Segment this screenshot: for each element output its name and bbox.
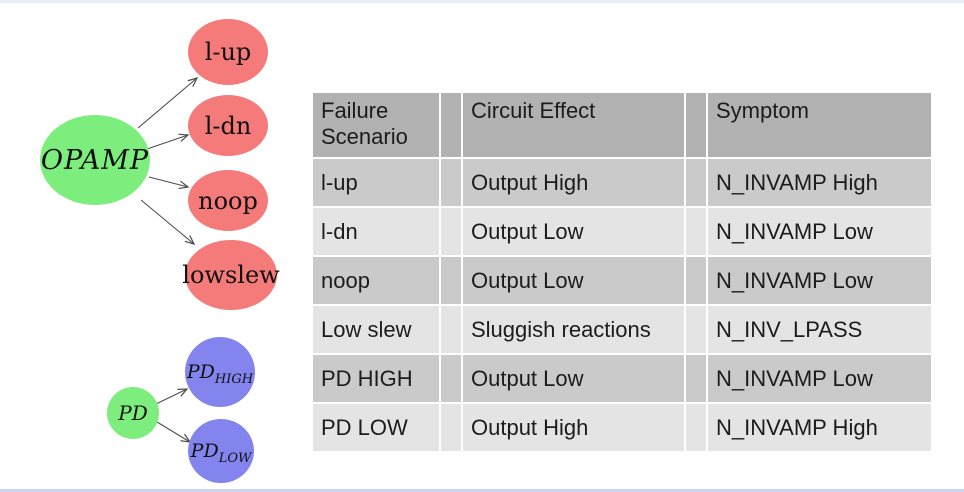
- spacer-cell: [441, 159, 461, 206]
- cell-scenario: l-dn: [313, 208, 439, 255]
- spacer-cell: [441, 355, 461, 402]
- cell-symptom: N_INVAMP Low: [708, 257, 931, 304]
- cell-scenario: l-up: [313, 159, 439, 206]
- cell-symptom: N_INVAMP Low: [708, 208, 931, 255]
- node-fault-l-dn: l-dn: [188, 95, 268, 156]
- cell-effect: Sluggish reactions: [463, 306, 684, 353]
- spacer-cell: [441, 208, 461, 255]
- node-pd-label: PD: [118, 401, 148, 425]
- cell-symptom: N_INVAMP Low: [708, 355, 931, 402]
- node-lowslew-label: lowslew: [182, 261, 280, 289]
- table-row-pd-low: PD LOW Output High N_INVAMP High: [313, 404, 931, 451]
- spacer-cell: [441, 306, 461, 353]
- node-fault-l-up: l-up: [188, 19, 268, 85]
- table-row-pd-high: PD HIGH Output Low N_INVAMP Low: [313, 355, 931, 402]
- cell-effect: Output Low: [463, 355, 684, 402]
- node-pd-low: PDLOW: [188, 419, 254, 483]
- arrow-pd-pdlow: [156, 421, 192, 443]
- cell-effect: Output High: [463, 404, 684, 451]
- node-pd-high-label: PDHIGH: [186, 361, 254, 387]
- node-fault-noop: noop: [188, 170, 268, 231]
- spacer-cell: [441, 404, 461, 451]
- node-l-up-label: l-up: [204, 38, 252, 66]
- table-row-low-slew: Low slew Sluggish reactions N_INV_LPASS: [313, 306, 931, 353]
- node-fault-lowslew: lowslew: [182, 240, 280, 310]
- spacer-cell: [686, 93, 706, 157]
- cell-effect: Output High: [463, 159, 684, 206]
- spacer-cell: [441, 257, 461, 304]
- slide-top-edge: [0, 0, 964, 3]
- node-opamp-label: OPAMP: [40, 144, 150, 176]
- cell-scenario: PD LOW: [313, 404, 439, 451]
- table-row-l-up: l-up Output High N_INVAMP High: [313, 159, 931, 206]
- node-noop-label: noop: [198, 186, 258, 215]
- cell-symptom: N_INV_LPASS: [708, 306, 931, 353]
- failure-scenario-table: Failure Scenario Circuit Effect Symptom …: [311, 91, 933, 453]
- table-header-row: Failure Scenario Circuit Effect Symptom: [313, 93, 931, 157]
- cell-symptom: N_INVAMP High: [708, 159, 931, 206]
- node-pd-low-label: PDLOW: [190, 440, 252, 466]
- arrow-opamp-ldn: [146, 133, 190, 150]
- node-l-dn-label: l-dn: [204, 111, 252, 140]
- column-header-symptom: Symptom: [708, 93, 931, 157]
- spacer-cell: [686, 257, 706, 304]
- cell-scenario: noop: [313, 257, 439, 304]
- slide-bottom-edge: [0, 489, 964, 492]
- cell-scenario: Low slew: [313, 306, 439, 353]
- arrow-opamp-noop: [148, 176, 190, 190]
- cell-effect: Output Low: [463, 257, 684, 304]
- cell-effect: Output Low: [463, 208, 684, 255]
- column-header-failure-scenario: Failure Scenario: [313, 93, 439, 157]
- node-opamp-root: OPAMP: [40, 115, 150, 205]
- table-row-l-dn: l-dn Output Low N_INVAMP Low: [313, 208, 931, 255]
- arrow-pd-pdhigh: [155, 388, 189, 405]
- column-header-circuit-effect: Circuit Effect: [463, 93, 684, 157]
- arrow-opamp-lup: [137, 77, 199, 129]
- cell-scenario: PD HIGH: [313, 355, 439, 402]
- node-pd-root: PD: [107, 387, 159, 439]
- node-pd-high: PDHIGH: [185, 337, 255, 407]
- spacer-cell: [686, 159, 706, 206]
- table-row-noop: noop Output Low N_INVAMP Low: [313, 257, 931, 304]
- spacer-cell: [686, 306, 706, 353]
- spacer-cell: [686, 355, 706, 402]
- spacer-cell: [686, 208, 706, 255]
- cell-symptom: N_INVAMP High: [708, 404, 931, 451]
- spacer-cell: [686, 404, 706, 451]
- spacer-cell: [441, 93, 461, 157]
- arrow-opamp-lowslew: [140, 199, 196, 245]
